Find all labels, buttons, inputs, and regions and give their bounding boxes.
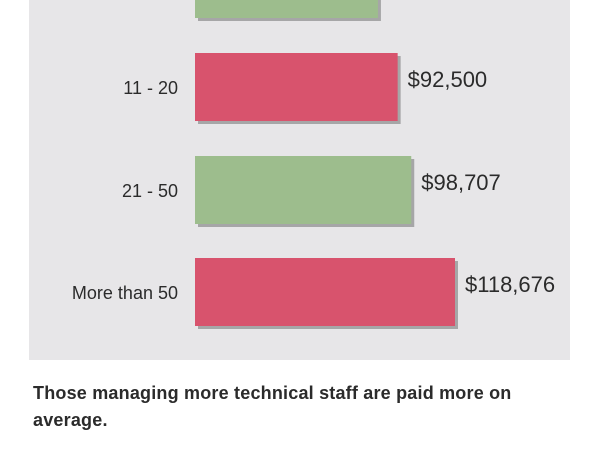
bar-21-50	[195, 156, 412, 224]
value-label: $92,500	[408, 67, 488, 92]
category-label: More than 50	[72, 283, 178, 303]
chart-caption: Those managing more technical staff are …	[33, 383, 512, 430]
value-label: $98,707	[421, 170, 501, 195]
bar-top-partial	[195, 0, 378, 18]
bar-more-than-50	[195, 258, 455, 326]
category-label: 11 - 20	[123, 78, 178, 98]
category-label: 21 - 50	[122, 181, 178, 201]
value-label: $118,676	[465, 272, 555, 297]
bar-11-20	[195, 53, 398, 121]
